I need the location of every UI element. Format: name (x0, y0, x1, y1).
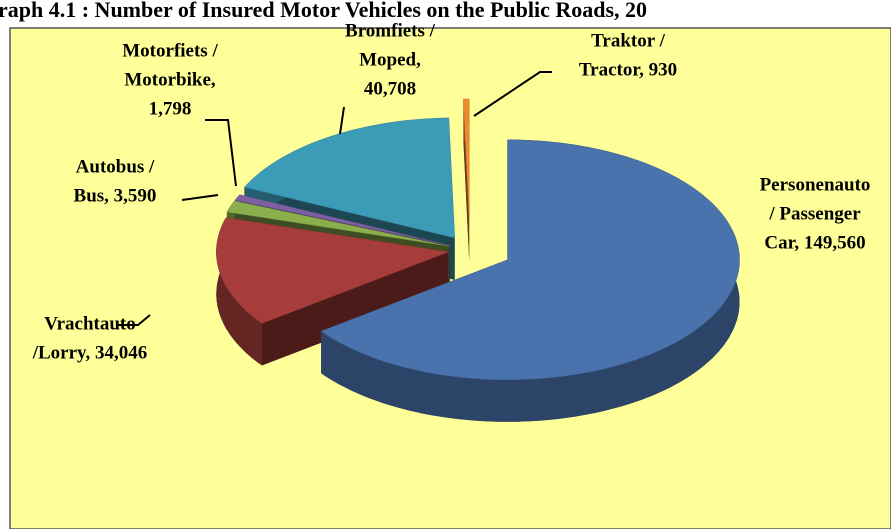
pie (216, 98, 740, 422)
slice (243, 117, 455, 239)
labels: Personenauto / Passenger Car, 149,560 Vrach… (32, 20, 871, 363)
data-label: Moped, (359, 49, 421, 70)
leader-line (181, 194, 219, 201)
leader-line (118, 314, 151, 326)
slice (320, 139, 740, 381)
data-label: Motorbike, (124, 69, 216, 90)
data-label: Autobus / (76, 156, 155, 177)
leader-line (205, 119, 237, 187)
data-label: /Lorry, 34,046 (32, 342, 148, 363)
data-label: Personenauto (760, 174, 871, 195)
data-label: Bromfiets / (345, 20, 436, 41)
data-label: Vrachtauto (44, 313, 135, 334)
data-label: 40,708 (364, 78, 416, 99)
slice-side (321, 139, 740, 422)
data-label: Traktor / (591, 30, 665, 51)
data-label: 1,798 (149, 98, 192, 119)
slice (226, 200, 450, 247)
leader-line (473, 71, 552, 117)
leader-line (339, 106, 345, 135)
slice-side (216, 217, 262, 366)
slice (234, 194, 450, 246)
slice (463, 98, 470, 220)
data-label: Motorfiets / (122, 40, 218, 61)
data-label: / Passenger (768, 203, 861, 224)
data-label: Car, 149,560 (764, 232, 865, 253)
slice (216, 217, 450, 324)
chart-title: raph 4.1 : Number of Insured Motor Vehic… (0, 0, 647, 22)
data-label: Tractor, 930 (579, 59, 677, 80)
data-label: Bus, 3,590 (74, 185, 157, 206)
